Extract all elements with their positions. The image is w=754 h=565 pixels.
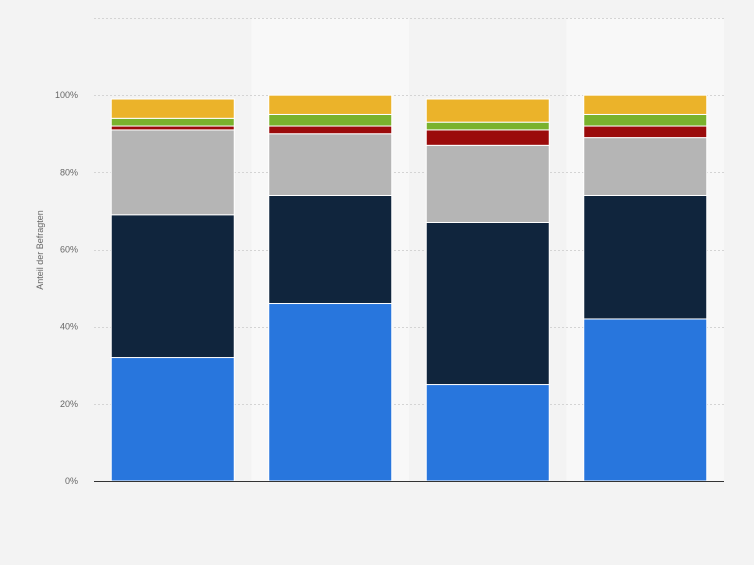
bar-segment	[425, 221, 550, 386]
bar-segment	[425, 129, 550, 146]
bar-segment	[110, 129, 235, 216]
y-tick-label: 40%	[60, 322, 78, 332]
bar-segment	[425, 121, 550, 131]
bar-segment	[110, 117, 235, 127]
bar-segment	[583, 113, 708, 127]
bar-segment	[268, 125, 393, 135]
bar-segment	[425, 144, 550, 223]
bar-segment	[583, 125, 708, 139]
y-tick-label: 80%	[60, 167, 78, 177]
bar-segment	[425, 384, 550, 482]
bar-segment	[583, 194, 708, 320]
bar-segment	[583, 318, 708, 482]
bar-segment	[583, 94, 708, 115]
bar-segment	[110, 98, 235, 119]
bar-segment	[268, 113, 393, 127]
y-tick-label: 20%	[60, 399, 78, 409]
bar-segment	[268, 94, 393, 115]
bar-segment	[583, 137, 708, 196]
bar-segment	[268, 303, 393, 482]
bar-segment	[268, 194, 393, 305]
bar-segment	[110, 125, 235, 131]
y-tick-label: 100%	[55, 90, 78, 100]
bar-segment	[110, 214, 235, 359]
y-tick-label: 60%	[60, 245, 78, 255]
y-tick-label: 0%	[65, 476, 78, 486]
bar-segment	[110, 357, 235, 482]
bar-segment	[268, 133, 393, 196]
y-axis-label: Anteil der Befragten	[35, 210, 45, 290]
bar-segment	[425, 98, 550, 123]
